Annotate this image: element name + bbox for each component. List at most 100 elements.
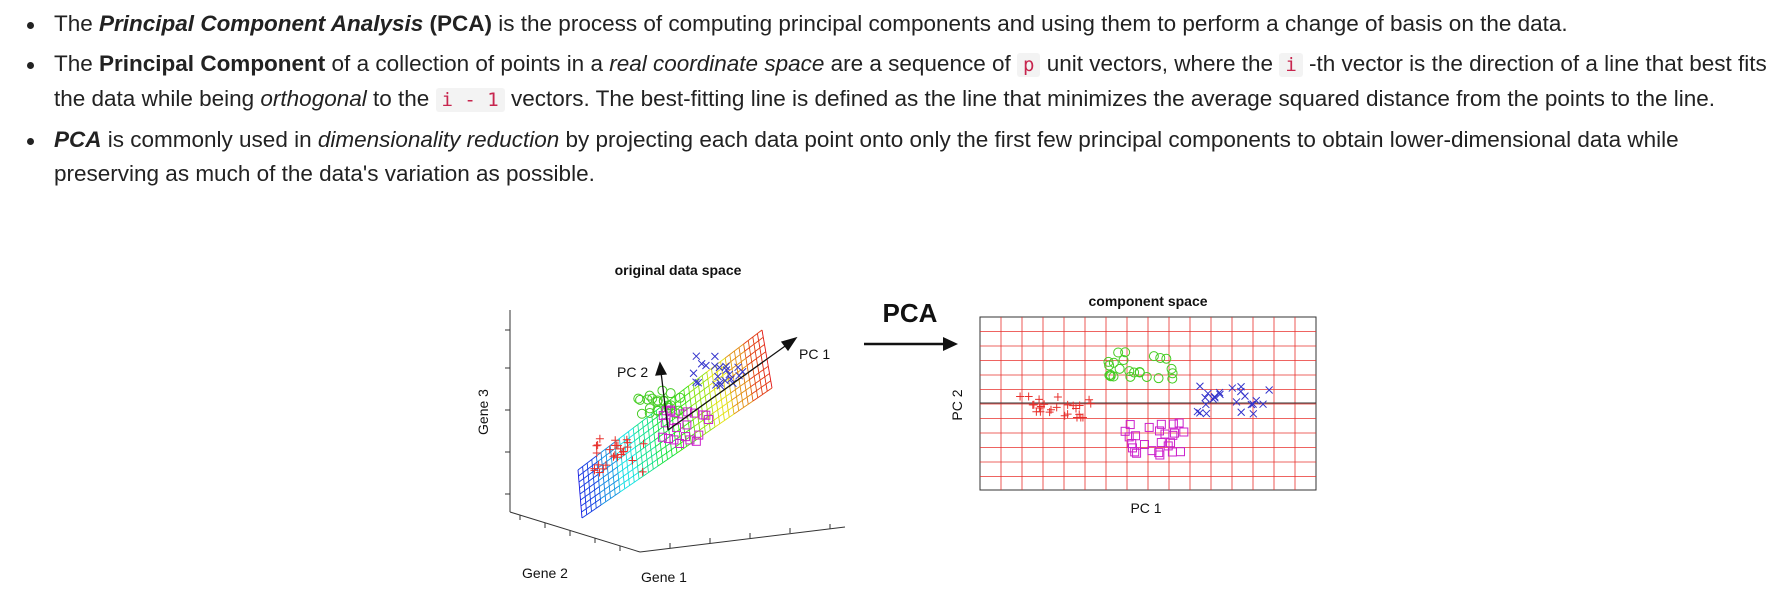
text-run: The (54, 11, 100, 36)
plus-marker (1053, 392, 1062, 401)
cross-marker (1196, 382, 1204, 391)
plus-marker (1045, 408, 1054, 417)
mesh-line (746, 351, 767, 366)
text-run: PCA (54, 127, 102, 152)
plus-marker (1078, 413, 1087, 422)
component-space-plot: component space PC 1 PC 2 (949, 293, 1317, 516)
mesh-line (578, 461, 598, 477)
circle-marker (1161, 353, 1172, 364)
mesh-line (609, 445, 616, 496)
mesh-line (581, 498, 601, 513)
mesh-line (670, 392, 690, 407)
gene3-label: Gene 3 (475, 389, 491, 435)
square-marker (660, 418, 670, 428)
square-marker (666, 406, 676, 416)
mesh-line (761, 329, 773, 389)
cross-marker (1232, 398, 1241, 406)
cross-marker (711, 352, 719, 361)
cross-marker (1210, 392, 1219, 401)
cross-marker (716, 381, 725, 390)
plot-frame (979, 316, 1317, 491)
mesh-line (674, 426, 695, 441)
plus-marker (639, 439, 648, 448)
plus-marker (1024, 392, 1033, 401)
circle-marker (1124, 366, 1135, 377)
mesh-line (707, 364, 727, 380)
left-plot-axes (505, 310, 846, 553)
square-marker (1124, 432, 1134, 442)
mesh-line (616, 446, 636, 462)
plus-marker (1069, 401, 1078, 410)
cross-marker (1228, 384, 1237, 392)
circle-marker (1103, 356, 1114, 367)
plus-marker (1085, 395, 1094, 404)
mesh-line (745, 344, 765, 359)
bullet-list: The Principal Component Analysis (PCA) i… (26, 7, 1776, 197)
mesh-line (749, 365, 769, 380)
cross-marker (1252, 396, 1261, 405)
mesh-line (687, 385, 697, 441)
square-marker (691, 436, 701, 446)
mesh-line (577, 469, 583, 519)
original-data-space-plot: original data space (475, 262, 846, 585)
plus-marker (1071, 404, 1080, 413)
mesh-line (617, 453, 637, 468)
mesh-line (657, 452, 678, 467)
cross-marker (702, 361, 710, 370)
square-marker (1175, 447, 1185, 457)
mesh-line (751, 380, 772, 395)
square-marker (1179, 427, 1189, 437)
cross-marker (711, 362, 719, 370)
plus-marker (595, 468, 604, 477)
circle-marker (1153, 373, 1164, 384)
mesh-line (728, 365, 748, 380)
cross-marker (1236, 387, 1245, 396)
gene2-label: Gene 2 (522, 565, 568, 581)
mesh-line (632, 427, 640, 480)
plus-marker (623, 438, 632, 447)
plus-marker (1047, 405, 1055, 414)
inline-code: i - 1 (435, 88, 505, 112)
square-marker (1156, 419, 1166, 429)
mesh-line (706, 357, 726, 373)
mesh-line (738, 347, 749, 405)
circle-marker (658, 395, 669, 406)
plus-marker (613, 453, 622, 462)
right-plot-title: component space (1088, 293, 1207, 309)
cross-marker (1202, 409, 1211, 418)
circle-marker (665, 400, 676, 411)
mesh-line (689, 378, 709, 394)
cross-marker (722, 366, 731, 374)
circle-marker (657, 385, 668, 396)
cross-marker (722, 362, 730, 371)
circle-marker (1105, 369, 1116, 380)
plus-marker (1086, 399, 1095, 408)
mesh-line (578, 467, 598, 483)
mesh-line (651, 399, 671, 415)
mesh-line (595, 455, 602, 506)
mesh-line (743, 343, 754, 402)
mesh-line (634, 426, 654, 442)
mesh-line (664, 403, 673, 457)
cross-marker (711, 381, 720, 389)
mesh-line (692, 406, 713, 421)
cross-marker (689, 369, 698, 378)
mesh-line (756, 333, 768, 392)
plus-marker (617, 450, 626, 459)
square-marker (1120, 426, 1130, 436)
text-run: Principal Component Analysis (99, 11, 424, 36)
text-run: real coordinate space (609, 51, 825, 76)
mesh-line (676, 439, 697, 454)
mesh-line (714, 413, 735, 428)
plus-marker (1060, 411, 1069, 420)
cross-marker (714, 372, 722, 381)
mesh-line (724, 343, 744, 359)
plus-marker (1075, 410, 1084, 419)
mesh-line (730, 379, 750, 394)
circle-marker (1114, 363, 1125, 374)
cross-marker (694, 378, 703, 387)
text-run: is commonly used in (101, 127, 318, 152)
text-run: (PCA) (429, 11, 493, 36)
plus-marker (619, 447, 628, 456)
pc2-axis-label: PC 2 (949, 389, 965, 420)
